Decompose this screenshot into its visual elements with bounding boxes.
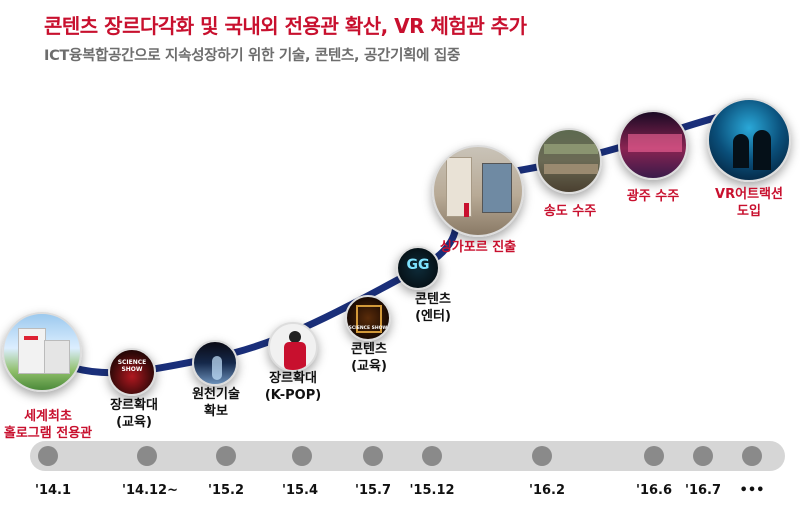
timeline-dot xyxy=(137,446,157,466)
timeline-date: '15.2 xyxy=(207,483,245,498)
milestone-label-hologram: 세계최초 홀로그램 전용관 xyxy=(3,409,93,441)
milestone-label-singapore: 싱가포르 진출 xyxy=(439,240,517,255)
timeline-dot xyxy=(292,446,312,466)
entertainment-logo-photo: GG xyxy=(396,246,440,290)
milestone-label-vr: VR어트랙션 도입 xyxy=(715,187,783,219)
timeline-date: '16.6 xyxy=(635,483,673,498)
timeline-date: '14.12~ xyxy=(122,483,178,498)
timeline-date: '14.1 xyxy=(34,483,72,498)
hologram-venue-photo xyxy=(2,312,82,392)
timeline-date: '15.4 xyxy=(281,483,319,498)
timeline-dot xyxy=(693,446,713,466)
timeline-dot xyxy=(644,446,664,466)
timeline-dot xyxy=(216,446,236,466)
milestone-label-genre-kpop: 장르확대 (K-POP) xyxy=(264,371,322,403)
hologram-stage-photo xyxy=(192,340,238,386)
timeline-dot xyxy=(532,446,552,466)
milestone-label-songdo: 송도 수주 xyxy=(543,204,597,219)
timeline-date: '15.7 xyxy=(354,483,392,498)
timeline-date: '15.12 xyxy=(409,483,455,498)
timeline-dot xyxy=(742,446,762,466)
page-title: 콘텐츠 장르다각화 및 국내외 전용관 확산, VR 체험관 추가 xyxy=(44,14,527,38)
science-show-text: SCIENCE SHOW xyxy=(117,359,147,373)
milestone-label-genre-education: 장르확대 (교육) xyxy=(110,398,158,430)
science-show-frame-photo: SCIENCE SHOW xyxy=(345,295,391,341)
timeline-date: '16.2 xyxy=(528,483,566,498)
science-show-photo: SCIENCE SHOW xyxy=(108,348,156,396)
milestone-label-core-tech: 원천기술 확보 xyxy=(192,387,240,419)
science-show-frame-text: SCIENCE SHOW xyxy=(348,326,388,331)
milestone-label-gwangju: 광주 수주 xyxy=(626,189,680,204)
kpop-performer-photo xyxy=(268,322,318,372)
timeline-dot xyxy=(38,446,58,466)
page-subtitle: ICT융복합공간으로 지속성장하기 위한 기술, 콘텐츠, 공간기획에 집중 xyxy=(44,48,461,64)
gwangju-venue-photo xyxy=(618,110,688,180)
milestone-label-content-education: 콘텐츠 (교육) xyxy=(351,342,387,374)
milestone-label-content-entertainment: 콘텐츠 (엔터) xyxy=(415,292,451,324)
vr-attraction-photo xyxy=(707,98,791,182)
timeline-dot xyxy=(422,446,442,466)
gg-logo-text: GG xyxy=(406,257,430,273)
songdo-venue-photo xyxy=(536,128,602,194)
timeline-date: ••• xyxy=(739,483,765,498)
timeline-date: '16.7 xyxy=(684,483,722,498)
timeline-dot xyxy=(363,446,383,466)
singapore-venue-photo xyxy=(432,145,524,237)
